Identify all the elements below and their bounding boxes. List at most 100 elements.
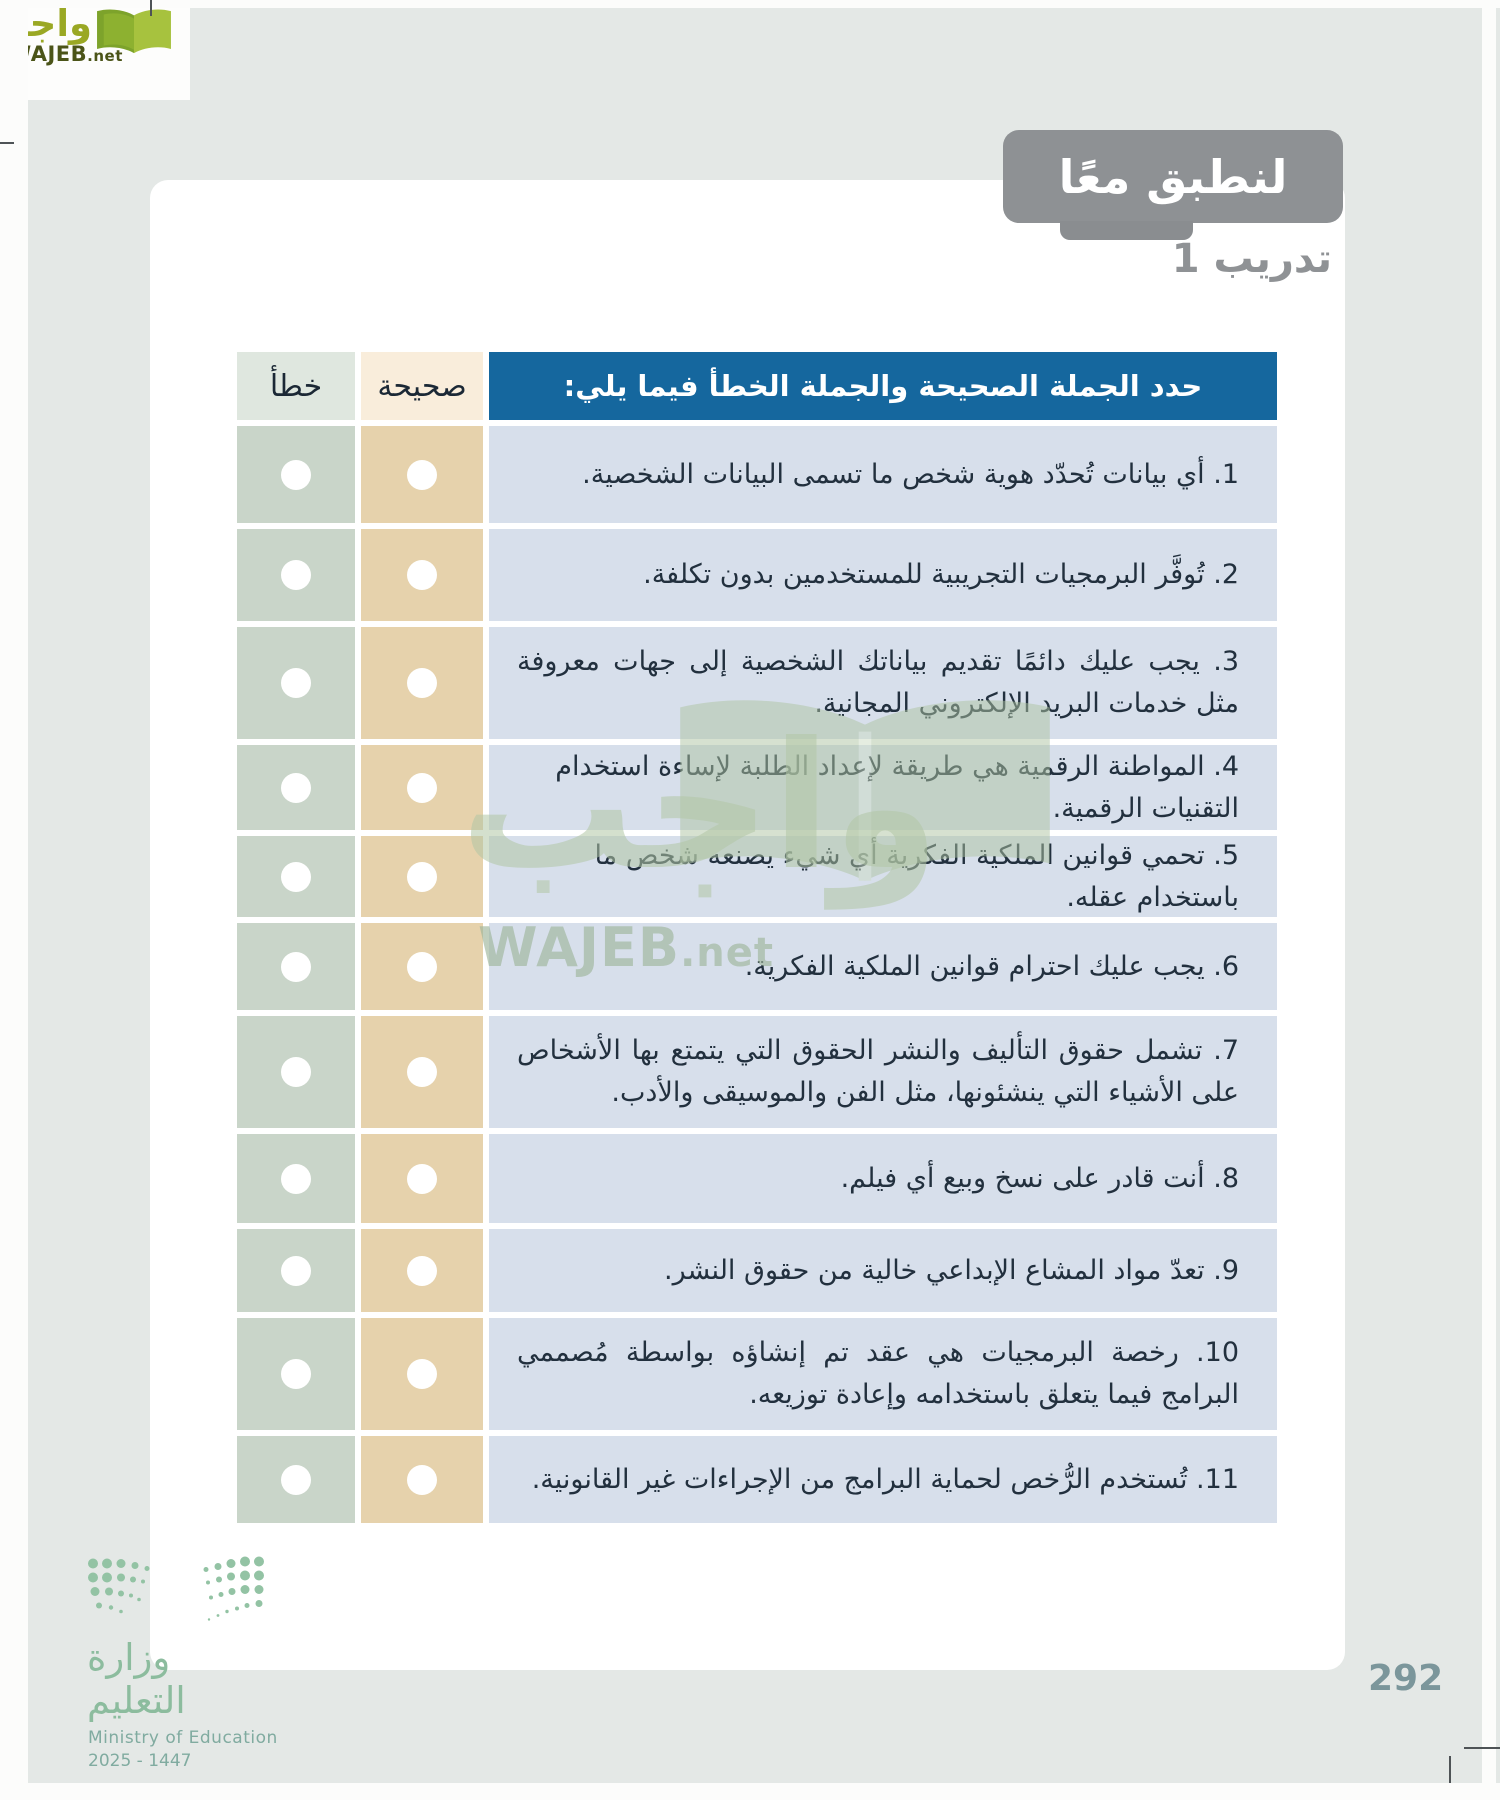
statement-text: 3. يجب عليك دائمًا تقديم بياناتك الشخصية…: [517, 646, 1239, 719]
statement-text: 9. تعدّ مواد المشاع الإبداعي خالية من حق…: [663, 1254, 1239, 1286]
wrong-radio[interactable]: [281, 772, 311, 803]
wajeb-tld: .net: [87, 47, 123, 65]
wrong-cell: [237, 745, 355, 830]
statement-text: 10. رخصة البرمجيات هي عقد تم إنشاؤه بواس…: [517, 1337, 1239, 1410]
exercise-title: تدريب 1: [1171, 236, 1332, 282]
statement-cell: 2. تُوفَّر البرمجيات التجريبية للمستخدمي…: [489, 529, 1277, 621]
statement-text: 7. تشمل حقوق التأليف والنشر الحقوق التي …: [517, 1035, 1239, 1108]
wrong-cell: [237, 529, 355, 621]
wrong-column-header: خطأ: [237, 352, 355, 420]
scan-edge-left: [0, 0, 28, 1800]
correct-radio[interactable]: [407, 1255, 437, 1286]
correct-cell: [361, 426, 483, 523]
apply-together-badge: لنطبق معًا: [1003, 130, 1343, 223]
statement-text: 2. تُوفَّر البرمجيات التجريبية للمستخدمي…: [643, 559, 1239, 591]
ministry-logo: وزارة التعليم Ministry of Education 2025…: [85, 1552, 385, 1771]
statement-cell: 9. تعدّ مواد المشاع الإبداعي خالية من حق…: [489, 1229, 1277, 1312]
true-false-table: حدد الجملة الصحيحة والجملة الخطأ فيما يل…: [237, 352, 1277, 1529]
correct-cell: [361, 1436, 483, 1523]
statement-cell: 6. يجب عليك احترام قوانين الملكية الفكري…: [489, 923, 1277, 1010]
table-row: 1. أي بيانات تُحدّد هوية شخص ما تسمى الب…: [237, 426, 1277, 523]
wrong-cell: [237, 426, 355, 523]
ministry-dots-icon: [88, 1556, 264, 1621]
table-title-cell: حدد الجملة الصحيحة والجملة الخطأ فيما يل…: [489, 352, 1277, 420]
correct-cell: [361, 627, 483, 739]
page-number: 292: [1368, 1658, 1444, 1699]
statement-cell: 11. تُستخدم الرُّخص لحماية البرامج من ال…: [489, 1436, 1277, 1523]
statement-text: 6. يجب عليك احترام قوانين الملكية الفكري…: [744, 950, 1239, 982]
wrong-cell: [237, 836, 355, 917]
table-row: 3. يجب عليك دائمًا تقديم بياناتك الشخصية…: [237, 627, 1277, 739]
wrong-radio[interactable]: [281, 1464, 311, 1495]
correct-radio[interactable]: [407, 1464, 437, 1495]
crop-mark: [1464, 1747, 1500, 1749]
wrong-radio[interactable]: [281, 1057, 311, 1087]
correct-radio[interactable]: [407, 1163, 437, 1194]
ministry-years: 2025 - 1447: [88, 1751, 192, 1771]
statement-text: 4. المواطنة الرقمية هي طريقة لإعداد الطل…: [555, 750, 1239, 824]
wrong-radio[interactable]: [281, 861, 311, 892]
correct-radio[interactable]: [407, 668, 437, 698]
crop-mark: [0, 142, 14, 144]
statement-cell: 10. رخصة البرمجيات هي عقد تم إنشاؤه بواس…: [489, 1318, 1277, 1430]
wrong-cell: [237, 627, 355, 739]
table-row: 9. تعدّ مواد المشاع الإبداعي خالية من حق…: [237, 1229, 1277, 1312]
statement-cell: 7. تشمل حقوق التأليف والنشر الحقوق التي …: [489, 1016, 1277, 1128]
wrong-cell: [237, 1134, 355, 1223]
wrong-cell: [237, 1436, 355, 1523]
table-row: 5. تحمي قوانين الملكية الفكرية أي شيء يص…: [237, 836, 1277, 917]
correct-cell: [361, 836, 483, 917]
scan-edge-top: [0, 0, 1500, 8]
wrong-radio[interactable]: [281, 459, 311, 490]
correct-cell: [361, 1134, 483, 1223]
wrong-radio[interactable]: [281, 1359, 311, 1389]
wajeb-logo: واجب WAJEB.net: [0, 0, 200, 100]
table-title: حدد الجملة الصحيحة والجملة الخطأ فيما يل…: [563, 369, 1203, 403]
table-row: 2. تُوفَّر البرمجيات التجريبية للمستخدمي…: [237, 529, 1277, 621]
correct-radio[interactable]: [407, 1057, 437, 1087]
correct-radio[interactable]: [407, 951, 437, 982]
table-row: 7. تشمل حقوق التأليف والنشر الحقوق التي …: [237, 1016, 1277, 1128]
correct-cell: [361, 1016, 483, 1128]
correct-cell: [361, 1318, 483, 1430]
correct-radio[interactable]: [407, 1359, 437, 1389]
table-row: 4. المواطنة الرقمية هي طريقة لإعداد الطل…: [237, 745, 1277, 830]
correct-column-header: صحيحة: [361, 352, 483, 420]
correct-cell: [361, 745, 483, 830]
scan-edge-right: [1482, 0, 1496, 1800]
ministry-english-name: Ministry of Education: [88, 1728, 278, 1748]
scan-edge-bottom: [0, 1783, 1500, 1800]
statement-cell: 3. يجب عليك دائمًا تقديم بياناتك الشخصية…: [489, 627, 1277, 739]
statement-text: 5. تحمي قوانين الملكية الفكرية أي شيء يص…: [594, 839, 1240, 913]
wrong-radio[interactable]: [281, 1255, 311, 1286]
wrong-radio[interactable]: [281, 1163, 311, 1194]
table-row: 11. تُستخدم الرُّخص لحماية البرامج من ال…: [237, 1436, 1277, 1523]
correct-cell: [361, 1229, 483, 1312]
correct-radio[interactable]: [407, 560, 437, 590]
correct-radio[interactable]: [407, 459, 437, 490]
crop-mark: [1449, 1756, 1451, 1783]
statement-cell: 4. المواطنة الرقمية هي طريقة لإعداد الطل…: [489, 745, 1277, 830]
badge-label: لنطبق معًا: [1058, 149, 1288, 204]
wrong-radio[interactable]: [281, 560, 311, 590]
statement-text: 1. أي بيانات تُحدّد هوية شخص ما تسمى الب…: [582, 458, 1239, 490]
statement-cell: 8. أنت قادر على نسخ وبيع أي فيلم.: [489, 1134, 1277, 1223]
open-book-icon: [97, 9, 171, 54]
table-header-row: حدد الجملة الصحيحة والجملة الخطأ فيما يل…: [237, 352, 1277, 420]
correct-cell: [361, 529, 483, 621]
wrong-cell: [237, 1318, 355, 1430]
wrong-cell: [237, 923, 355, 1010]
badge-tab-decoration: [1060, 221, 1193, 240]
wrong-radio[interactable]: [281, 951, 311, 982]
statement-cell: 1. أي بيانات تُحدّد هوية شخص ما تسمى الب…: [489, 426, 1277, 523]
table-row: 8. أنت قادر على نسخ وبيع أي فيلم.: [237, 1134, 1277, 1223]
wrong-radio[interactable]: [281, 668, 311, 698]
wrong-cell: [237, 1229, 355, 1312]
table-row: 10. رخصة البرمجيات هي عقد تم إنشاؤه بواس…: [237, 1318, 1277, 1430]
correct-radio[interactable]: [407, 861, 437, 892]
correct-cell: [361, 923, 483, 1010]
correct-radio[interactable]: [407, 772, 437, 803]
crop-mark: [150, 0, 152, 16]
statement-cell: 5. تحمي قوانين الملكية الفكرية أي شيء يص…: [489, 836, 1277, 917]
